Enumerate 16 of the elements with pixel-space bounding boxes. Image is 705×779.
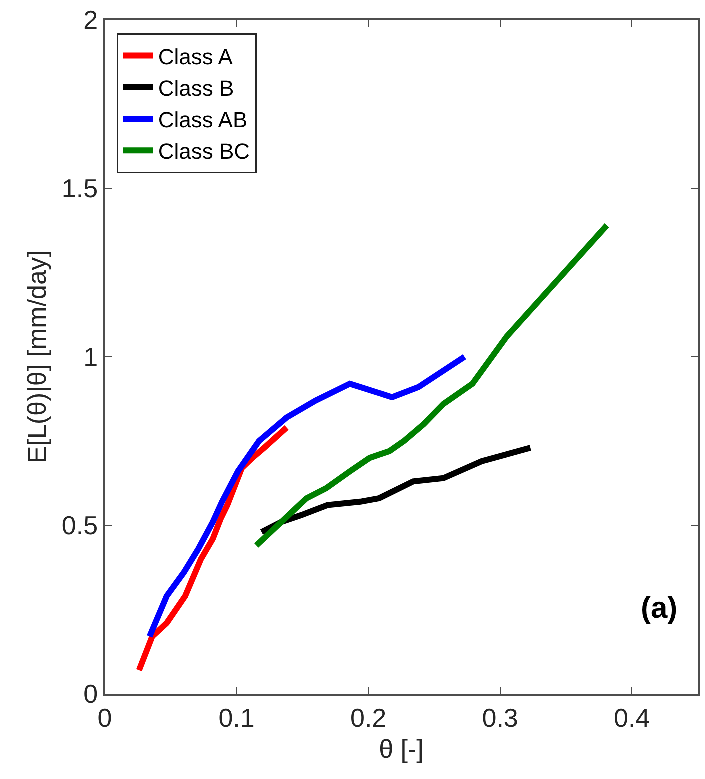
- y-tick-label: 0.5: [62, 510, 98, 541]
- y-tick-label: 1: [84, 342, 98, 372]
- x-tick-label: 0.4: [614, 702, 650, 733]
- legend-label: Class BC: [158, 139, 250, 164]
- x-tick-label: 0.3: [482, 702, 518, 733]
- x-tick-label: 0.2: [350, 702, 387, 733]
- y-tick-label: 2: [84, 5, 98, 36]
- y-tick-label: 0: [84, 679, 98, 710]
- annotation: (a): [641, 592, 678, 625]
- y-axis-title: E[L(θ)|θ] [mm/day]: [22, 250, 52, 464]
- y-tick-label: 1.5: [62, 174, 98, 204]
- legend-label: Class A: [158, 44, 234, 70]
- legend-label: Class AB: [158, 108, 248, 133]
- x-axis-title: θ [-]: [379, 734, 424, 764]
- legend-label: Class B: [158, 76, 234, 101]
- x-tick-label: 0.1: [218, 702, 255, 733]
